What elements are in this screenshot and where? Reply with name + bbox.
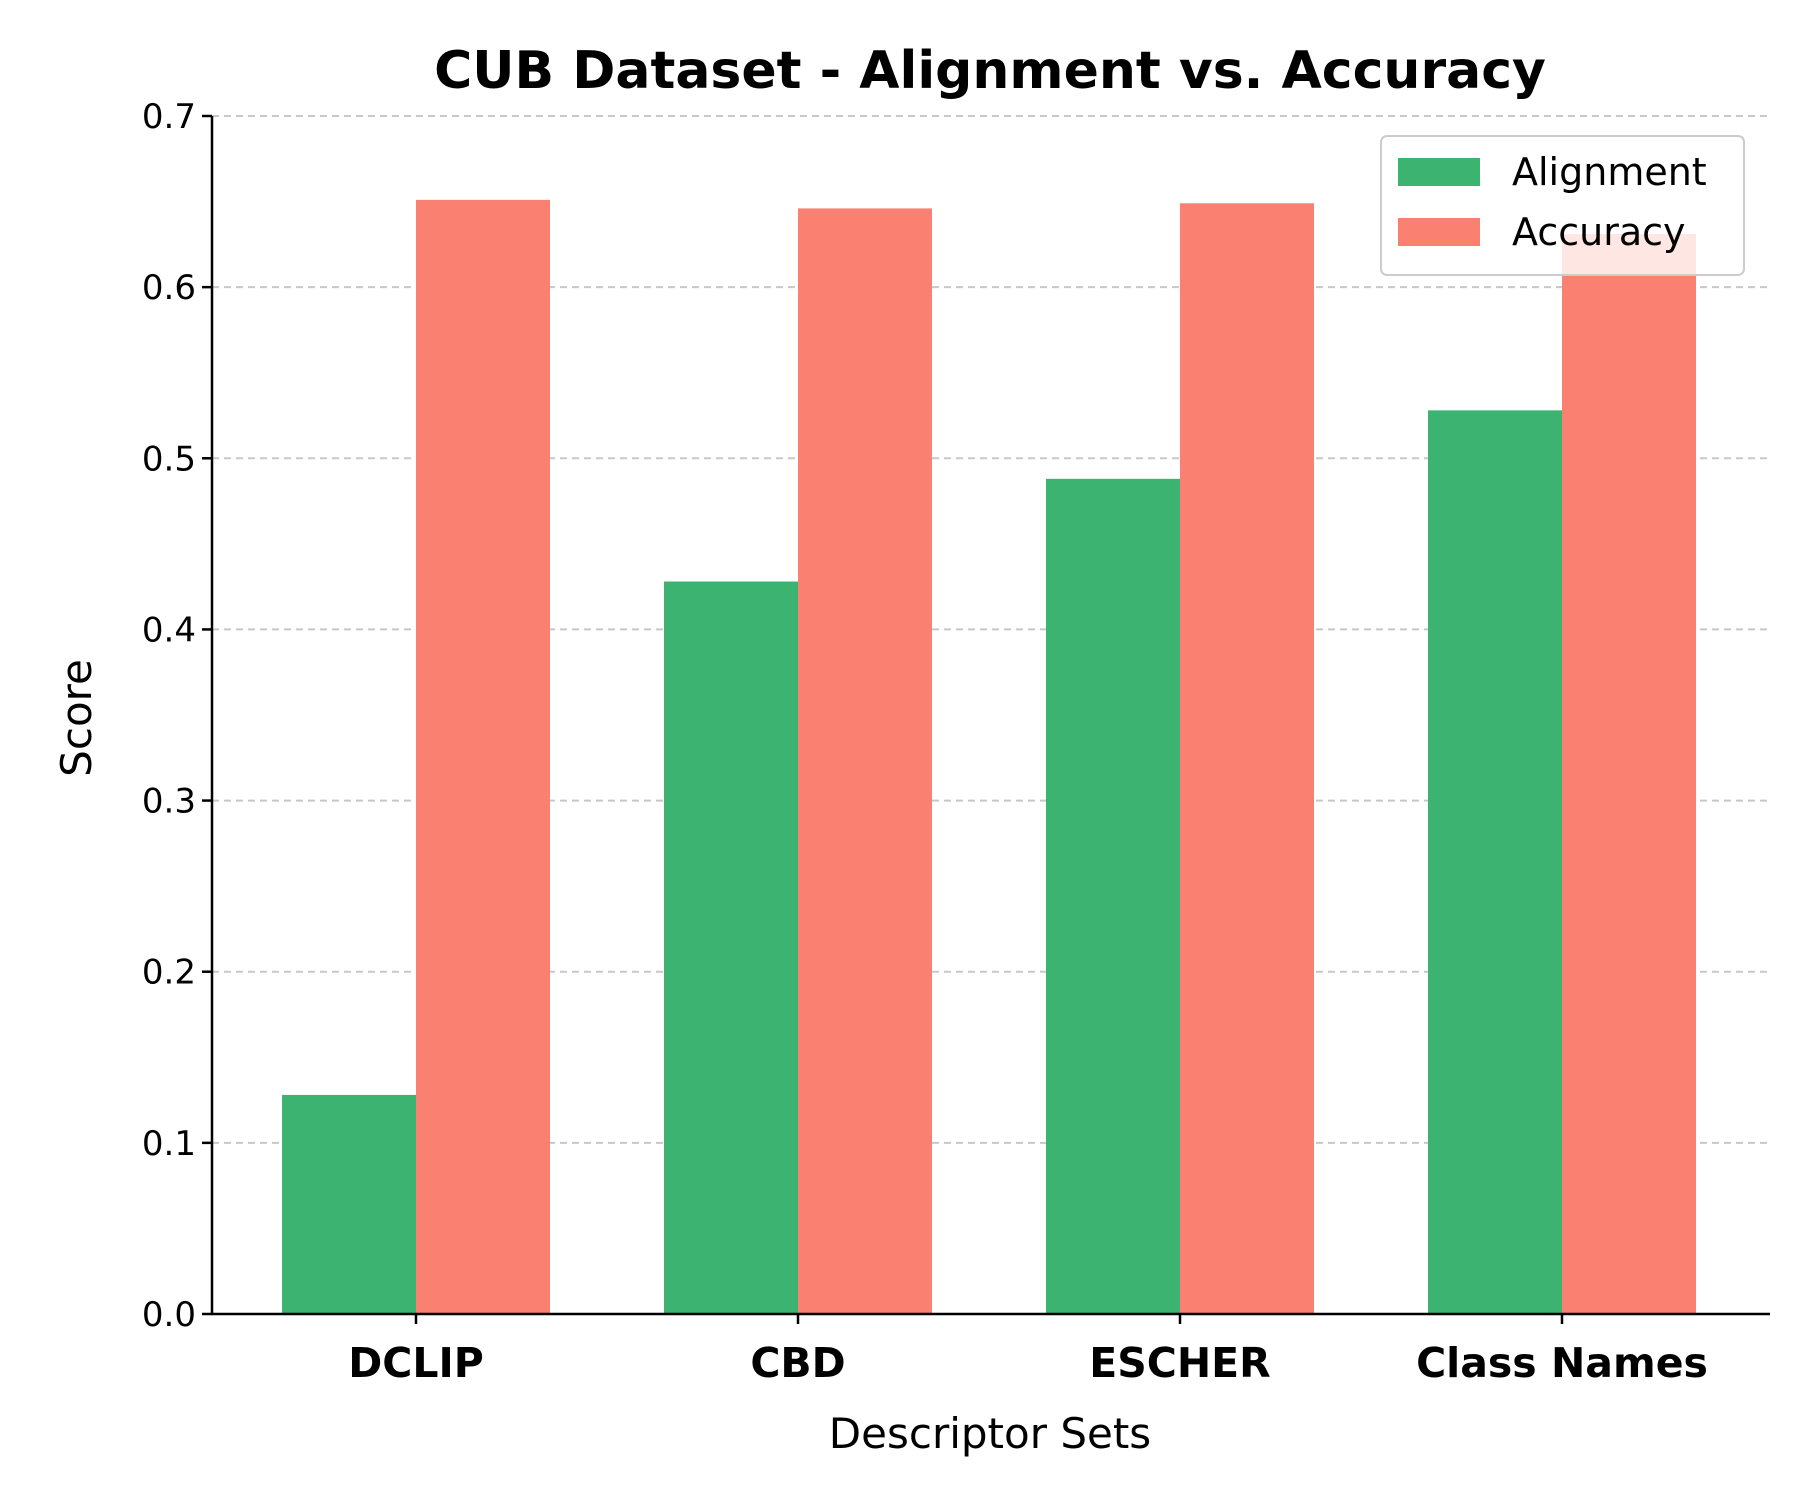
y-tick-label: 0.1 [142,1124,196,1164]
x-axis-label: Descriptor Sets [829,1409,1151,1458]
y-tick-label: 0.5 [142,439,196,479]
legend-label-alignment: Alignment [1512,150,1707,194]
bar-alignment-dclip [282,1094,416,1314]
x-tick-label: DCLIP [348,1339,484,1387]
x-ticks: DCLIP CBD ESCHER Class Names [348,1314,1708,1387]
legend: Alignment Accuracy [1380,135,1745,276]
y-tick-label: 0.4 [142,610,196,650]
y-tick-label: 0.0 [142,1295,196,1335]
bar-accuracy-dclip [416,199,550,1315]
axes [210,116,1770,1316]
bars [282,199,1696,1315]
x-tick-label: Class Names [1416,1339,1708,1387]
x-tick-label: ESCHER [1089,1339,1271,1387]
y-tick-label: 0.6 [142,268,196,308]
bar-alignment-escher [1046,478,1180,1314]
bar-accuracy-escher [1180,203,1314,1315]
legend-swatch-accuracy [1398,218,1480,246]
legend-swatch-alignment [1398,158,1480,186]
bar-alignment-class-names [1428,410,1562,1314]
legend-label-accuracy: Accuracy [1512,210,1686,254]
x-tick-label: CBD [750,1339,845,1387]
y-tick-label: 0.2 [142,953,196,993]
bar-alignment-cbd [664,581,798,1314]
y-ticks: 0.0 0.1 0.2 0.3 0.4 0.5 0.6 0.7 [142,97,212,1335]
bar-accuracy-class-names [1562,234,1696,1314]
chart-title: CUB Dataset - Alignment vs. Accuracy [434,41,1546,101]
y-tick-label: 0.7 [142,97,196,137]
bar-accuracy-cbd [798,208,932,1315]
y-tick-label: 0.3 [142,782,196,822]
y-axis-label: Score [52,659,101,777]
